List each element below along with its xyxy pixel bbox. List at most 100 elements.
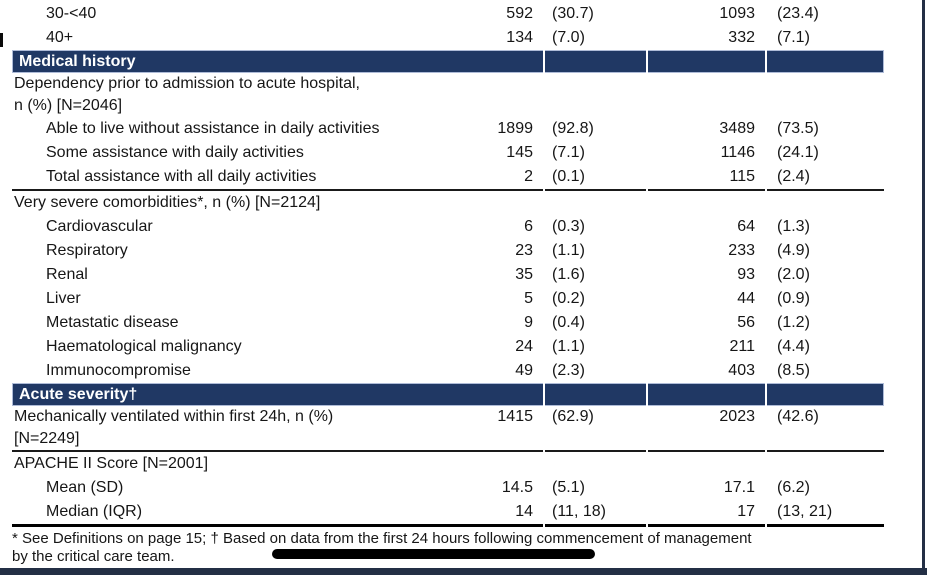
section-bar-cell — [767, 50, 884, 73]
row-label: Dependency prior to admission to acute h… — [14, 75, 360, 114]
col1-n: 6 — [524, 218, 533, 235]
page-bottom-border — [0, 568, 927, 575]
col2-n: 64 — [737, 218, 755, 235]
col2-n: 44 — [737, 290, 755, 307]
footnote-line1: * See Definitions on page 15; † Based on… — [12, 530, 752, 547]
col1-pct: (1.1) — [552, 242, 585, 259]
table-row: Some assistance with daily activities 14… — [12, 141, 884, 165]
footnote: * See Definitions on page 15; † Based on… — [12, 530, 892, 566]
table-row: Mean (SD) 14.5 (5.1) 17.1 (6.2) — [12, 476, 884, 500]
section-bar-cell — [767, 383, 884, 406]
table-rule — [12, 189, 884, 191]
col2-n: 115 — [729, 168, 755, 185]
col1-pct: (62.9) — [552, 408, 594, 425]
col2-n: 403 — [728, 362, 755, 379]
page-right-border — [922, 0, 925, 575]
row-label: 30-<40 — [46, 5, 97, 22]
row-label: Median (IQR) — [46, 503, 143, 520]
col1-n: 5 — [524, 290, 533, 307]
table-row: Mechanically ventilated within first 24h… — [12, 406, 884, 450]
col1-pct: (92.8) — [552, 120, 594, 137]
col1-n: 145 — [506, 144, 533, 161]
col2-n: 3489 — [719, 120, 755, 137]
table-row: Respiratory 23 (1.1) 233 (4.9) — [12, 239, 884, 263]
col2-pct: (4.4) — [777, 338, 810, 355]
table-row: Dependency prior to admission to acute h… — [12, 73, 884, 117]
row-label: 40+ — [46, 29, 74, 46]
baseline-characteristics-table: 30-<40 592 (30.7) 1093 (23.4) 40+ 134 (7… — [12, 2, 884, 527]
row-label: Metastatic disease — [46, 314, 179, 331]
col1-pct: (7.0) — [552, 29, 585, 46]
col1-pct: (1.6) — [552, 266, 585, 283]
row-label: Haematological malignancy — [46, 338, 242, 355]
table-rule — [12, 450, 884, 452]
section-bar-cell — [648, 383, 765, 406]
col2-pct: (0.9) — [777, 290, 810, 307]
col1-n: 24 — [515, 338, 533, 355]
col1-n: 134 — [506, 29, 533, 46]
col2-pct: (73.5) — [777, 120, 819, 137]
col2-pct: (4.9) — [777, 242, 810, 259]
table-row: Able to live without assistance in daily… — [12, 117, 884, 141]
table-row: APACHE II Score [N=2001] — [12, 452, 884, 476]
col2-pct: (2.0) — [777, 266, 810, 283]
table-row: Metastatic disease 9 (0.4) 56 (1.2) — [12, 311, 884, 335]
row-label: Immunocompromise — [46, 362, 191, 379]
row-label: Total assistance with all daily activiti… — [46, 168, 317, 185]
col1-pct: (0.3) — [552, 218, 585, 235]
col2-pct: (7.1) — [777, 29, 810, 46]
row-label: APACHE II Score [N=2001] — [14, 455, 209, 472]
col2-n: 1093 — [719, 5, 755, 22]
col1-pct: (0.1) — [552, 168, 585, 185]
col2-n: 1146 — [720, 144, 755, 161]
section-header-row: Acute severity† — [12, 383, 884, 406]
col2-n: 332 — [728, 29, 755, 46]
section-title: Medical history — [12, 50, 543, 73]
section-title: Acute severity† — [12, 383, 543, 406]
col2-n: 56 — [737, 314, 755, 331]
thick-rule — [12, 524, 884, 527]
table-row: Liver 5 (0.2) 44 (0.9) — [12, 287, 884, 311]
col2-pct: (23.4) — [777, 5, 819, 22]
row-label: Some assistance with daily activities — [46, 144, 304, 161]
col1-n: 49 — [515, 362, 533, 379]
row-label: Renal — [46, 266, 88, 283]
table-row: Haematological malignancy 24 (1.1) 211 (… — [12, 335, 884, 359]
table-row: Cardiovascular 6 (0.3) 64 (1.3) — [12, 215, 884, 239]
table-row: Very severe comorbidities*, n (%) [N=212… — [12, 191, 884, 215]
col1-pct: (30.7) — [552, 5, 594, 22]
col2-pct: (2.4) — [777, 168, 810, 185]
col1-pct: (5.1) — [552, 479, 585, 496]
col1-pct: (7.1) — [552, 144, 585, 161]
table-row: 30-<40 592 (30.7) 1093 (23.4) — [12, 2, 884, 26]
section-bar-cell — [648, 50, 765, 73]
col1-n: 592 — [506, 5, 533, 22]
col1-n: 14 — [515, 503, 533, 520]
table-row: 40+ 134 (7.0) 332 (7.1) — [12, 26, 884, 50]
col1-pct: (0.4) — [552, 314, 585, 331]
col1-n: 35 — [515, 266, 533, 283]
col2-n: 17.1 — [723, 479, 755, 496]
col1-pct: (2.3) — [552, 362, 585, 379]
col2-pct: (6.2) — [777, 479, 810, 496]
col2-pct: (42.6) — [777, 408, 819, 425]
section-bar-cell — [545, 50, 646, 73]
redaction-bar — [272, 549, 595, 559]
col2-n: 17 — [737, 503, 755, 520]
row-label: Very severe comorbidities*, n (%) [N=212… — [14, 194, 321, 211]
row-label: Able to live without assistance in daily… — [46, 120, 380, 137]
section-bar-cell — [545, 383, 646, 406]
col2-pct: (8.5) — [777, 362, 810, 379]
col1-n: 9 — [524, 314, 533, 331]
row-label: Mechanically ventilated within first 24h… — [14, 408, 334, 447]
table-row: Total assistance with all daily activiti… — [12, 165, 884, 189]
col2-n: 2023 — [719, 408, 755, 425]
row-label: Liver — [46, 290, 81, 307]
col2-pct: (24.1) — [777, 144, 819, 161]
footnote-line2: by the critical care team. — [12, 548, 175, 565]
col2-pct: (1.2) — [777, 314, 810, 331]
col1-n: 2 — [524, 168, 533, 185]
col1-n: 1899 — [497, 120, 533, 137]
table-row: Renal 35 (1.6) 93 (2.0) — [12, 263, 884, 287]
